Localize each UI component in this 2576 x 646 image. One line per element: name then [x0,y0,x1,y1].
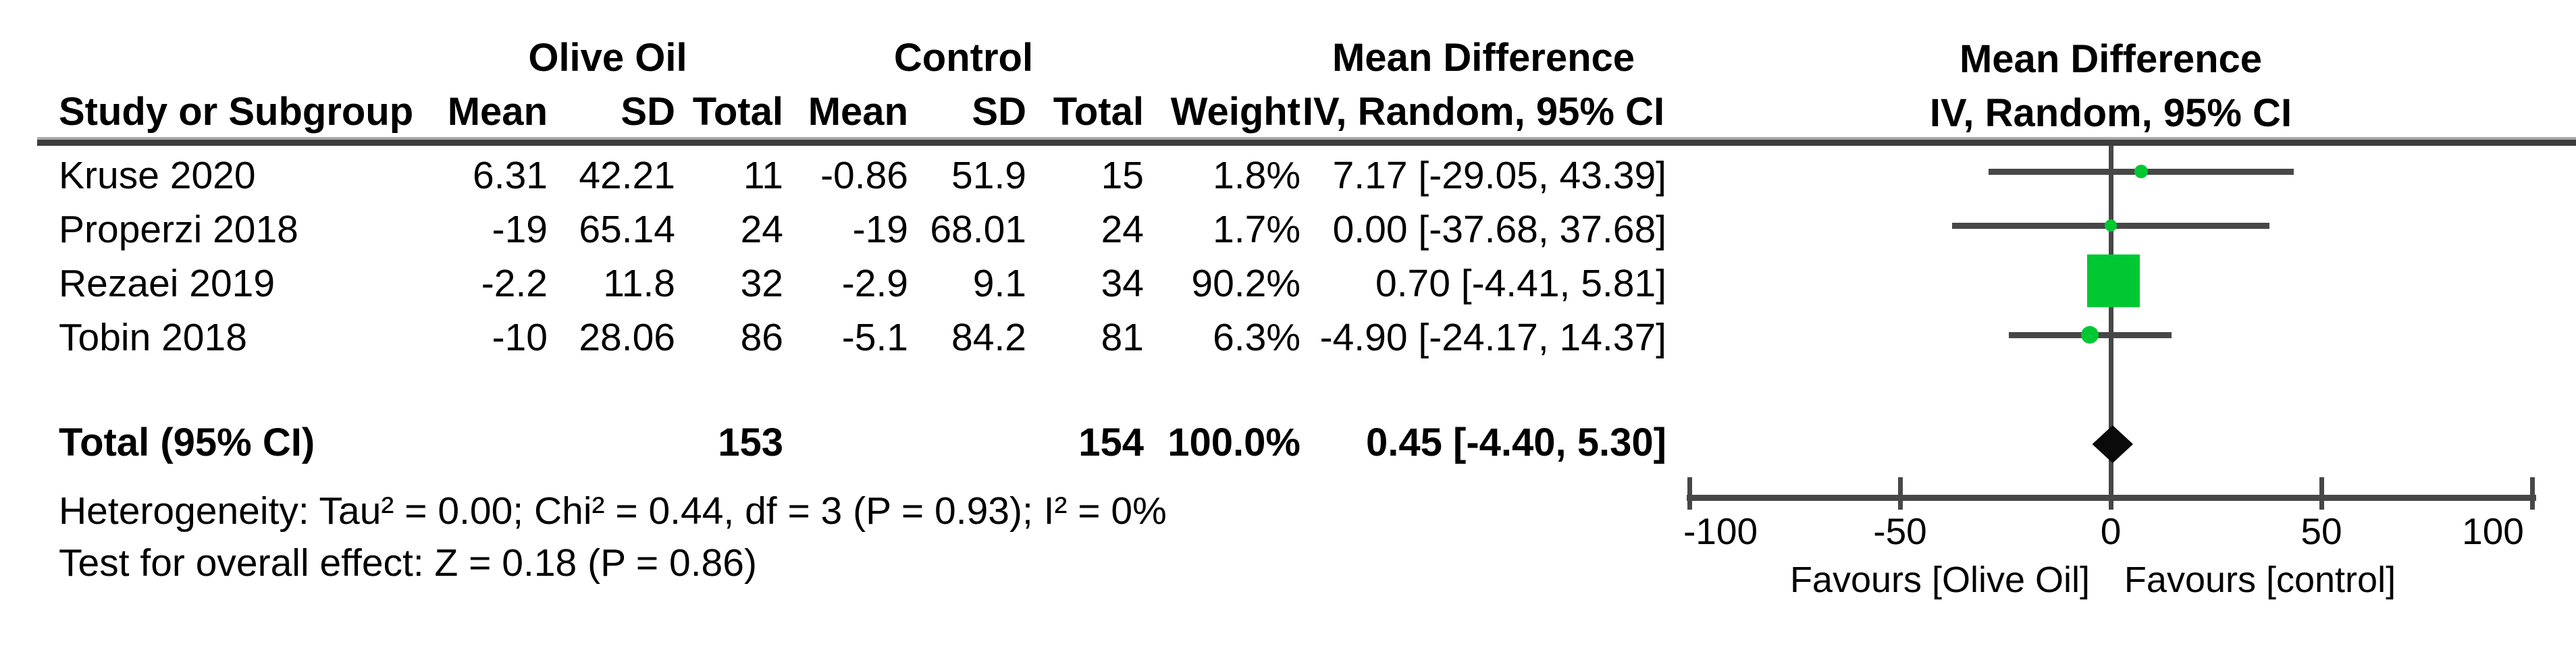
heterogeneity-stats: Heterogeneity: Tau² = 0.00; Chi² = 0.44,… [59,489,1167,533]
total-oo-value: 24 [740,208,783,251]
total-control-header: Total [1053,90,1144,134]
study-name: Rezaei 2019 [59,262,275,305]
effect-point-marker [2134,165,2148,178]
table-row: Rezaei 2019 -2.2 11.8 32 -2.9 9.1 34 90.… [59,257,1666,311]
header-divider [37,137,2576,146]
total-control-value: 34 [1101,262,1144,305]
zero-effect-line [2109,146,2113,497]
table-row: Tobin 2018 -10 28.06 86 -5.1 84.2 81 6.3… [59,311,1666,365]
study-name: Kruse 2020 [59,154,256,197]
axis-tick [1687,477,1692,510]
total-oo-value: 32 [740,262,783,305]
total-control-value: 24 [1101,208,1144,251]
mean-oo-value: -10 [492,316,548,359]
favours-right-label: Favours [control] [2124,560,2396,600]
total-oo-sum: 153 [718,420,783,464]
iv-random-header: IV, Random, 95% CI [1302,90,1665,134]
total-label: Total (95% CI) [59,420,315,464]
weight-value: 1.7% [1213,208,1300,251]
mean-oo-header: Mean [447,90,548,134]
total-control-sum: 154 [1078,420,1144,464]
study-name: Properzi 2018 [59,208,298,251]
md-ci-value: 0.70 [-4.41, 5.81] [1375,262,1666,305]
control-group-header: Control [893,36,1034,80]
axis-tick [1898,477,1903,510]
column-header-row: Study or Subgroup Mean SD Total Mean SD … [59,89,1666,134]
weight-header: Weight [1170,90,1300,134]
effect-point-marker [2105,219,2117,232]
table-row: Kruse 2020 6.31 42.21 11 -0.86 51.9 15 1… [59,149,1666,203]
weight-value: 90.2% [1191,262,1300,305]
study-name: Tobin 2018 [59,316,247,359]
total-control-value: 15 [1101,154,1144,197]
md-ci-value: 0.00 [-37.68, 37.68] [1332,208,1666,251]
mean-oo-value: -19 [492,208,548,251]
olive-oil-group-header: Olive Oil [528,36,687,80]
table-row: Properzi 2018 -19 65.14 24 -19 68.01 24 … [59,203,1666,257]
mean-control-value: -5.1 [841,316,908,359]
mean-difference-column-header: Mean Difference [1332,36,1635,80]
total-weight: 100.0% [1167,420,1300,464]
weight-value: 1.8% [1213,154,1300,197]
mean-oo-value: 6.31 [473,154,548,197]
group-header-row: Olive Oil Control Mean Difference [59,35,1666,80]
axis-tick-label: 0 [2100,510,2122,552]
mean-control-value: -0.86 [820,154,908,197]
axis-tick-label: 100 [2462,510,2524,552]
effect-point-marker [2081,326,2099,344]
favours-left-label: Favours [Olive Oil] [1789,560,2091,600]
sd-control-value: 84.2 [951,316,1026,359]
total-oo-value: 86 [740,316,783,359]
mean-control-value: -2.9 [841,262,908,305]
sd-control-value: 9.1 [972,262,1026,305]
total-md-ci: 0.45 [-4.40, 5.30] [1366,420,1666,464]
study-column-header: Study or Subgroup [59,90,414,134]
sd-oo-value: 28.06 [579,316,675,359]
axis-tick [2109,477,2113,510]
weight-value: 6.3% [1213,316,1300,359]
axis-tick [2530,477,2535,510]
sd-oo-value: 42.21 [579,154,675,197]
axis-tick-label: 50 [2301,510,2342,552]
md-ci-value: -4.90 [-24.17, 14.37] [1319,316,1666,359]
plot-title-line2: IV, Random, 95% CI [1929,91,2292,135]
total-row: Total (95% CI) 153 154 100.0% 0.45 [-4.4… [59,415,1666,469]
effect-point-marker [2087,254,2140,307]
total-control-value: 81 [1101,316,1144,359]
axis-tick-label: -100 [1683,510,1758,552]
pooled-estimate-diamond [2092,425,2134,463]
sd-control-header: SD [972,90,1026,134]
sd-oo-value: 65.14 [579,208,675,251]
mean-control-value: -19 [852,208,908,251]
total-oo-header: Total [692,90,783,134]
axis-tick [2319,477,2324,510]
sd-oo-value: 11.8 [603,262,675,305]
overall-effect-stats: Test for overall effect: Z = 0.18 (P = 0… [59,541,757,585]
md-ci-value: 7.17 [-29.05, 43.39] [1332,154,1666,197]
sd-oo-header: SD [621,90,675,134]
total-oo-value: 11 [743,154,783,197]
mean-oo-value: -2.2 [481,262,548,305]
plot-title-line1: Mean Difference [1959,37,2263,81]
axis-tick-label: -50 [1873,510,1927,552]
sd-control-value: 51.9 [951,154,1026,197]
sd-control-value: 68.01 [930,208,1026,251]
mean-control-header: Mean [808,90,908,134]
